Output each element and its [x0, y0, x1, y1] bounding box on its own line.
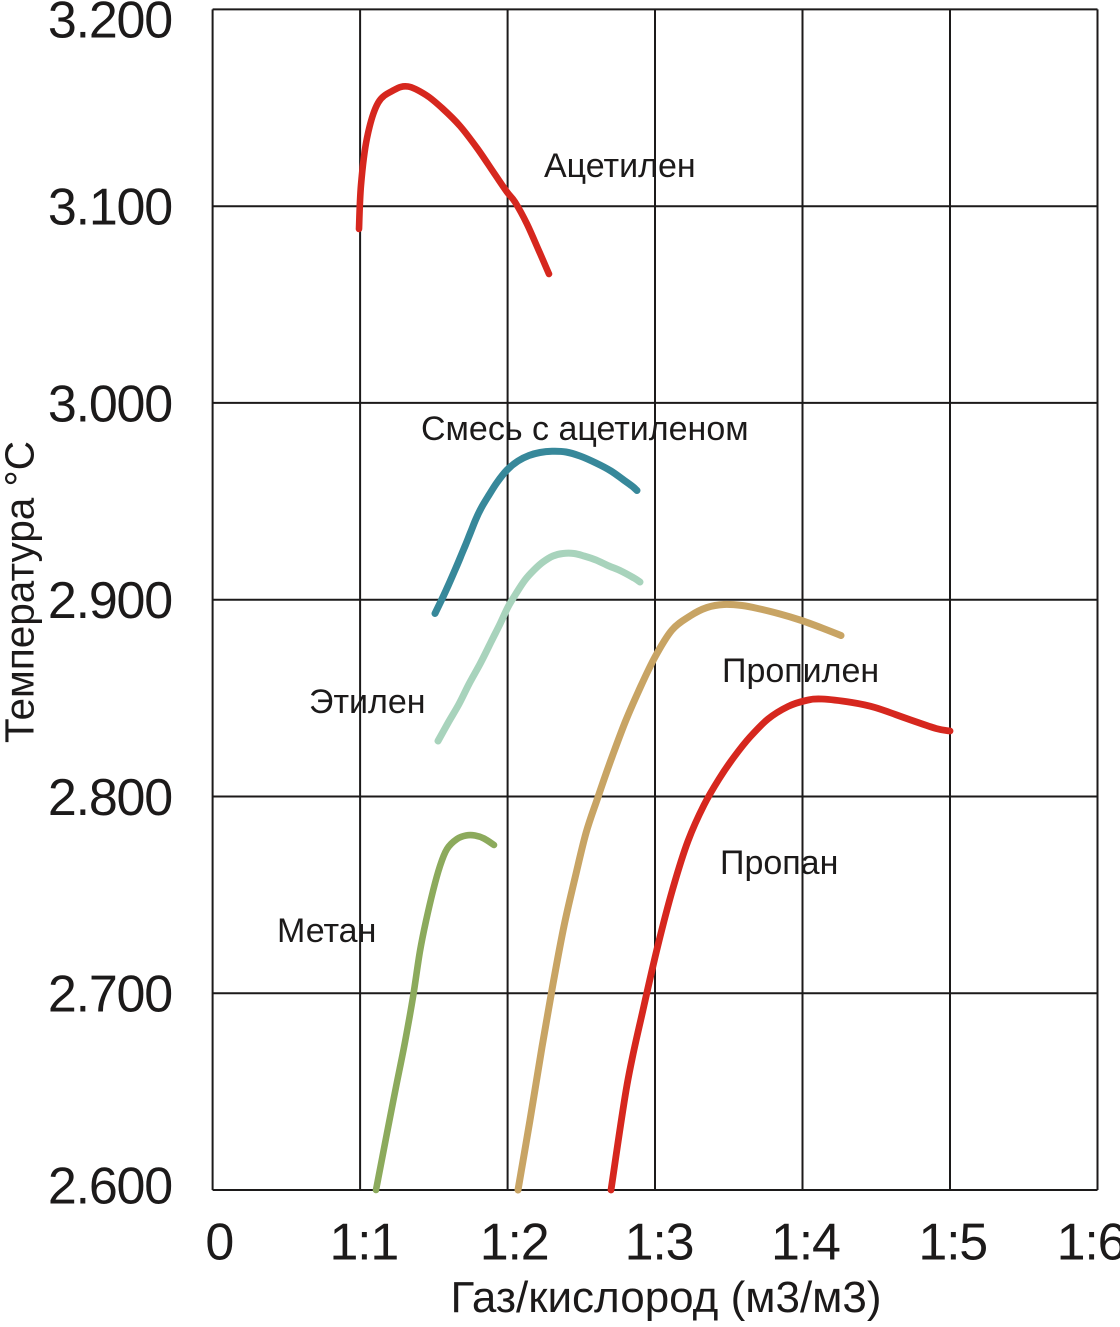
svg-text:3.000: 3.000 [48, 375, 172, 433]
svg-text:3.100: 3.100 [48, 179, 172, 237]
svg-text:Этилен: Этилен [309, 683, 426, 721]
svg-text:Метан: Метан [277, 912, 376, 950]
svg-text:Пропилен: Пропилен [722, 652, 879, 690]
svg-text:Пропан: Пропан [720, 844, 838, 882]
svg-text:1:4: 1:4 [771, 1214, 840, 1272]
svg-text:2.700: 2.700 [48, 966, 172, 1024]
svg-text:0: 0 [205, 1214, 233, 1272]
svg-text:1:6: 1:6 [1057, 1214, 1120, 1272]
svg-text:1:1: 1:1 [329, 1214, 398, 1272]
svg-text:Ацетилен: Ацетилен [544, 147, 696, 185]
svg-text:2.800: 2.800 [48, 769, 172, 827]
svg-text:1:3: 1:3 [625, 1214, 694, 1272]
svg-text:Газ/кислород (м3/м3): Газ/кислород (м3/м3) [451, 1273, 882, 1322]
svg-text:Смесь с ацетиленом: Смесь с ацетиленом [421, 410, 749, 448]
svg-text:1:5: 1:5 [918, 1214, 987, 1272]
svg-text:2.600: 2.600 [48, 1158, 172, 1216]
svg-text:1:2: 1:2 [480, 1214, 549, 1272]
svg-text:3.200: 3.200 [48, 0, 172, 50]
svg-text:Температура °C: Температура °C [0, 441, 43, 743]
svg-text:2.900: 2.900 [48, 572, 172, 630]
